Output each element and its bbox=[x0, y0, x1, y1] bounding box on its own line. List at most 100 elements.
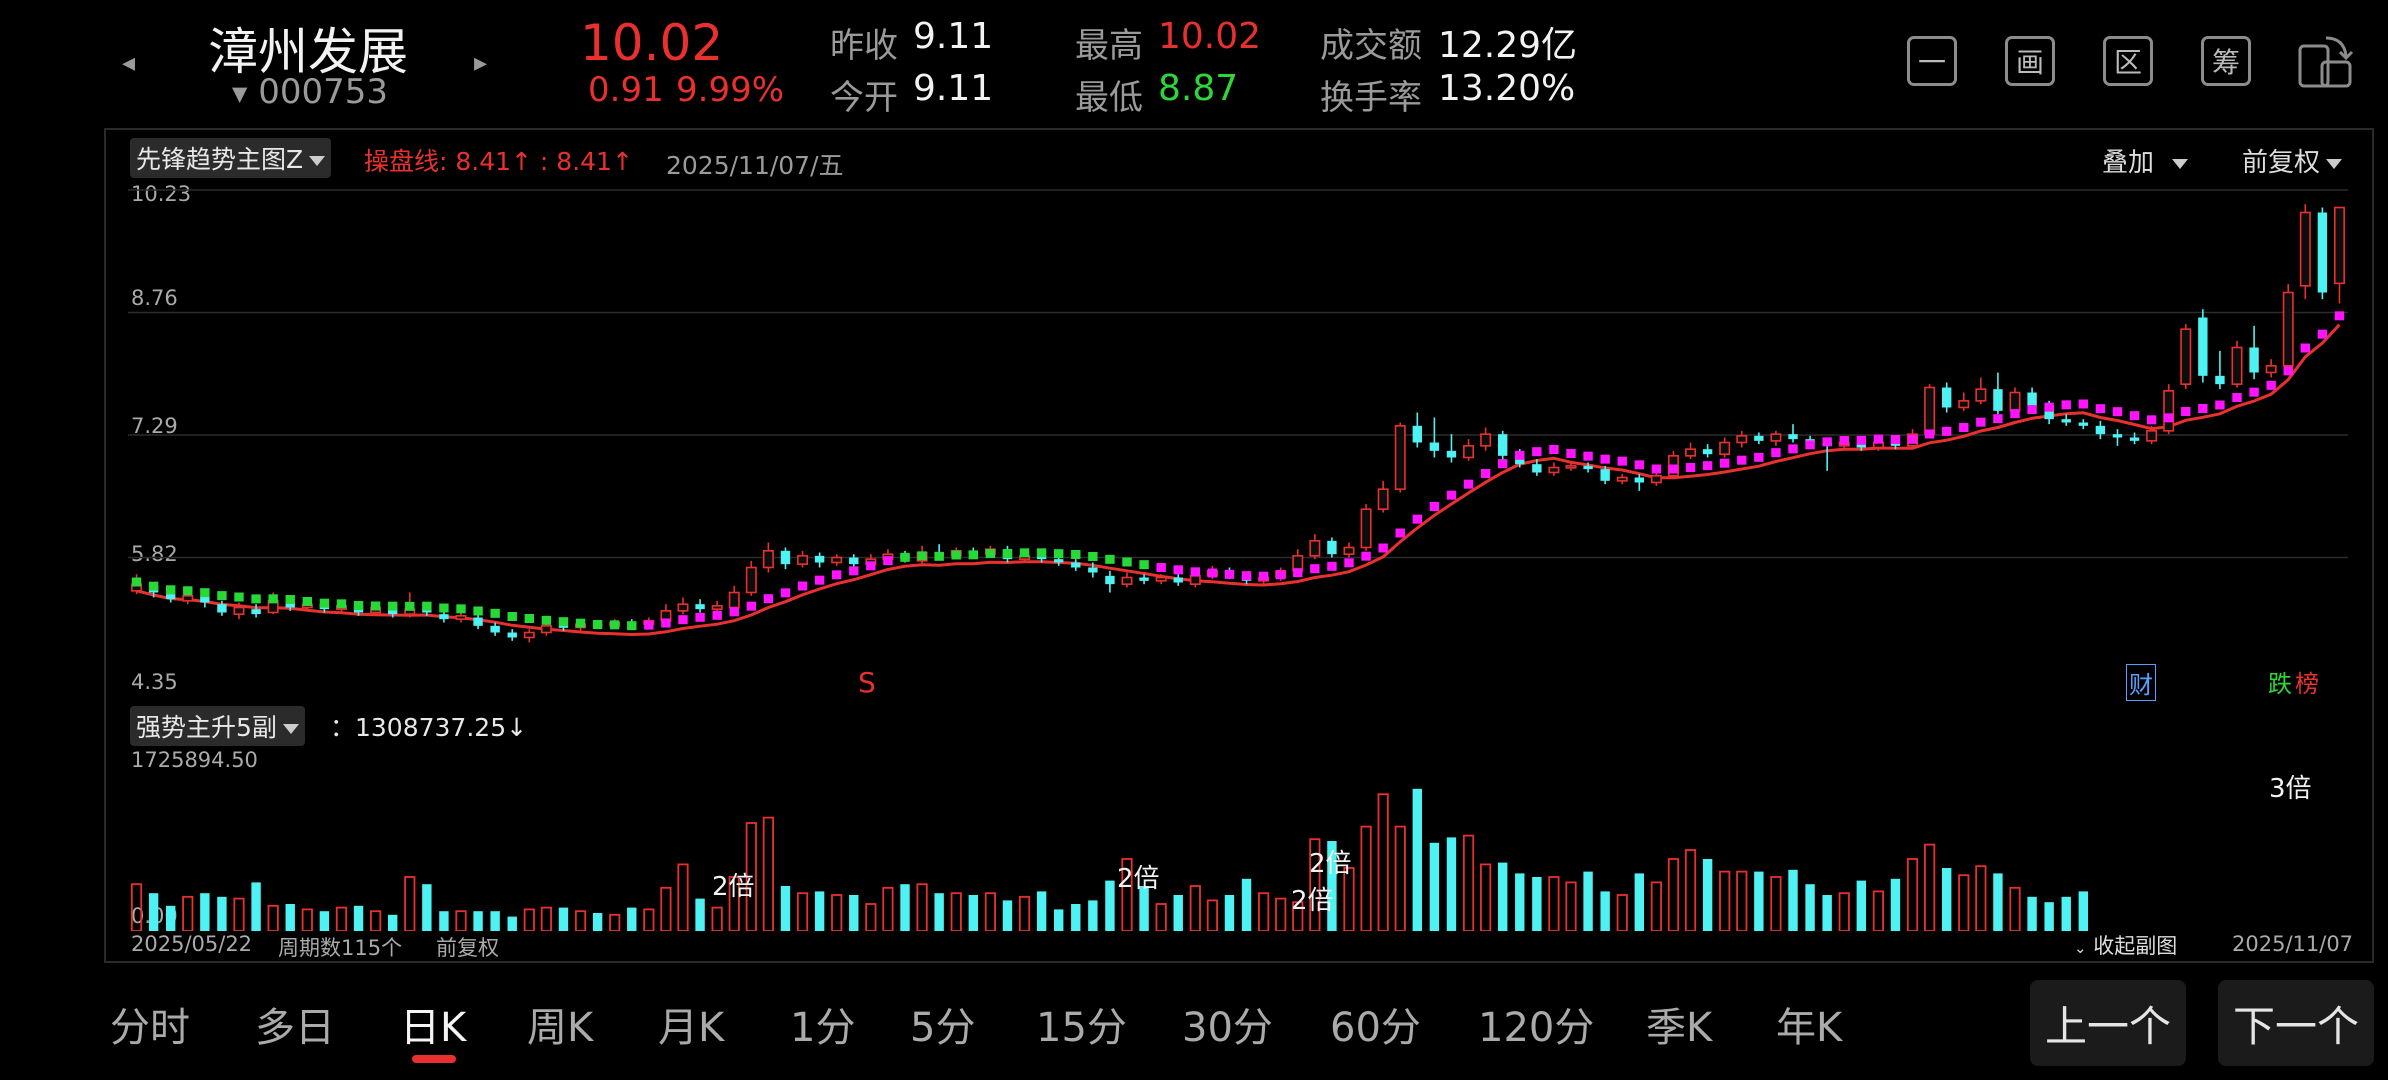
volume-bar bbox=[267, 904, 279, 931]
trend-marker bbox=[1890, 435, 1901, 444]
candle-body bbox=[711, 605, 723, 610]
trend-marker bbox=[1002, 549, 1013, 559]
main-indicator-value: 操盘线: 8.41↑ : 8.41↑ bbox=[364, 147, 633, 176]
trend-marker bbox=[883, 556, 893, 566]
candle bbox=[1754, 432, 1764, 445]
candle-body bbox=[1650, 475, 1662, 484]
candle bbox=[1616, 474, 1628, 485]
high-label: 最高 bbox=[1075, 26, 1143, 66]
candle-body bbox=[1327, 540, 1337, 555]
kline-chart-panel[interactable] bbox=[104, 128, 2374, 963]
volume-bar bbox=[1975, 865, 1987, 931]
volume-bar bbox=[319, 911, 330, 931]
finance-badge[interactable]: 财 bbox=[2126, 664, 2156, 701]
candle-body bbox=[1377, 488, 1389, 510]
chip-tool-button[interactable]: 筹 bbox=[2201, 36, 2251, 86]
drop-badge[interactable]: 跌 bbox=[2268, 670, 2292, 698]
tab-monthly-k[interactable]: 月K bbox=[658, 1005, 725, 1051]
next-stock-arrow[interactable]: ▸ bbox=[474, 48, 488, 78]
trend-marker bbox=[558, 617, 569, 627]
line-tool-button[interactable]: 一 bbox=[1907, 36, 1957, 86]
prev-stock-button[interactable]: 上一个 bbox=[2030, 980, 2186, 1066]
candle-body bbox=[540, 625, 552, 634]
volume-bar bbox=[540, 906, 552, 931]
candle-body bbox=[2009, 391, 2021, 412]
candle-body bbox=[2095, 425, 2106, 435]
tab-multi-day[interactable]: 多日 bbox=[255, 1005, 335, 1051]
chevron-down-icon bbox=[2326, 158, 2343, 169]
tab-120min[interactable]: 120分 bbox=[1478, 1005, 1595, 1051]
overlay-selector[interactable]: 叠加 bbox=[2102, 142, 2189, 179]
candle-body bbox=[1736, 435, 1748, 444]
candle-body bbox=[2282, 291, 2294, 367]
draw-tool-button[interactable]: 画 bbox=[2005, 36, 2055, 86]
volume-bar bbox=[1634, 873, 1645, 931]
volume-y-top: 1725894.50 bbox=[131, 748, 258, 772]
sub-indicator-selector[interactable]: 强势主升5副 bbox=[130, 706, 305, 746]
main-indicator-selector[interactable]: 先锋趋势主图Z bbox=[130, 138, 332, 178]
candle-body bbox=[1924, 386, 1936, 435]
tab-weekly-k[interactable]: 周K bbox=[527, 1005, 594, 1051]
volume-bar bbox=[1343, 867, 1355, 931]
tab-quarterly-k[interactable]: 季K bbox=[1646, 1005, 1713, 1051]
tab-5min[interactable]: 5分 bbox=[910, 1005, 976, 1051]
range-tool-button[interactable]: 区 bbox=[2103, 36, 2153, 86]
trend-marker bbox=[183, 586, 193, 596]
y-tick-label: 5.82 bbox=[131, 542, 178, 566]
volume-bar bbox=[130, 883, 143, 931]
rotate-screen-icon[interactable] bbox=[2296, 32, 2354, 90]
tab-yearly-k[interactable]: 年K bbox=[1776, 1005, 1843, 1051]
candle bbox=[2061, 414, 2071, 426]
adjust-selector[interactable]: 前复权 bbox=[2242, 142, 2343, 179]
sell-signal-marker: S bbox=[858, 666, 876, 699]
trend-marker bbox=[234, 592, 244, 602]
candle bbox=[2180, 324, 2192, 390]
trend-marker bbox=[1480, 469, 1491, 478]
trend-marker bbox=[1071, 550, 1081, 559]
trend-marker bbox=[831, 570, 842, 580]
line-tool-label: 一 bbox=[1917, 46, 1946, 79]
candle-body bbox=[1412, 425, 1423, 443]
candle-body bbox=[1088, 567, 1098, 573]
candle-body bbox=[1121, 576, 1133, 585]
candle bbox=[762, 542, 774, 573]
candle-body bbox=[2078, 422, 2089, 426]
trend-marker bbox=[1241, 571, 1252, 581]
volume-bar bbox=[882, 886, 894, 931]
volume-bar bbox=[165, 905, 176, 931]
candle-body bbox=[1155, 576, 1167, 582]
trend-marker bbox=[2249, 387, 2259, 397]
trend-marker bbox=[353, 601, 364, 610]
candle-body bbox=[1565, 465, 1577, 469]
volume-bar bbox=[507, 916, 517, 931]
tab-60min[interactable]: 60分 bbox=[1330, 1005, 1421, 1051]
candlestick-chart[interactable] bbox=[128, 186, 2348, 696]
candle bbox=[1360, 504, 1372, 551]
cursor-date: 2025/11/07/五 bbox=[666, 151, 844, 180]
candle-body bbox=[1071, 562, 1081, 568]
tab-intraday[interactable]: 分时 bbox=[110, 1005, 190, 1051]
tab-1min[interactable]: 1分 bbox=[790, 1005, 856, 1051]
volume-bar bbox=[1139, 886, 1149, 931]
trend-marker bbox=[1959, 423, 1969, 432]
volume-chart[interactable] bbox=[128, 745, 2348, 931]
trend-marker bbox=[148, 581, 159, 591]
y-tick-label: 7.29 bbox=[131, 414, 178, 438]
candle-body bbox=[422, 609, 432, 613]
candle bbox=[233, 602, 245, 620]
stock-code-selector[interactable]: ▼ 000753 bbox=[232, 72, 388, 112]
trend-marker bbox=[1924, 429, 1935, 439]
tab-30min[interactable]: 30分 bbox=[1182, 1005, 1273, 1051]
candle bbox=[814, 552, 825, 568]
trend-marker bbox=[1327, 561, 1337, 571]
tab-15min[interactable]: 15分 bbox=[1036, 1005, 1127, 1051]
tab-daily-k[interactable]: 日K bbox=[400, 1005, 467, 1051]
ranking-badge[interactable]: 榜 bbox=[2295, 670, 2319, 698]
volume-bar bbox=[1941, 868, 1952, 931]
next-stock-button[interactable]: 下一个 bbox=[2218, 980, 2374, 1066]
prev-stock-arrow[interactable]: ◂ bbox=[122, 48, 136, 78]
collapse-sub-chart-button[interactable]: ⌄ 收起副图 bbox=[2074, 930, 2177, 960]
volume-bar bbox=[916, 883, 928, 931]
volume-bar bbox=[711, 906, 723, 931]
trend-marker bbox=[712, 610, 722, 620]
